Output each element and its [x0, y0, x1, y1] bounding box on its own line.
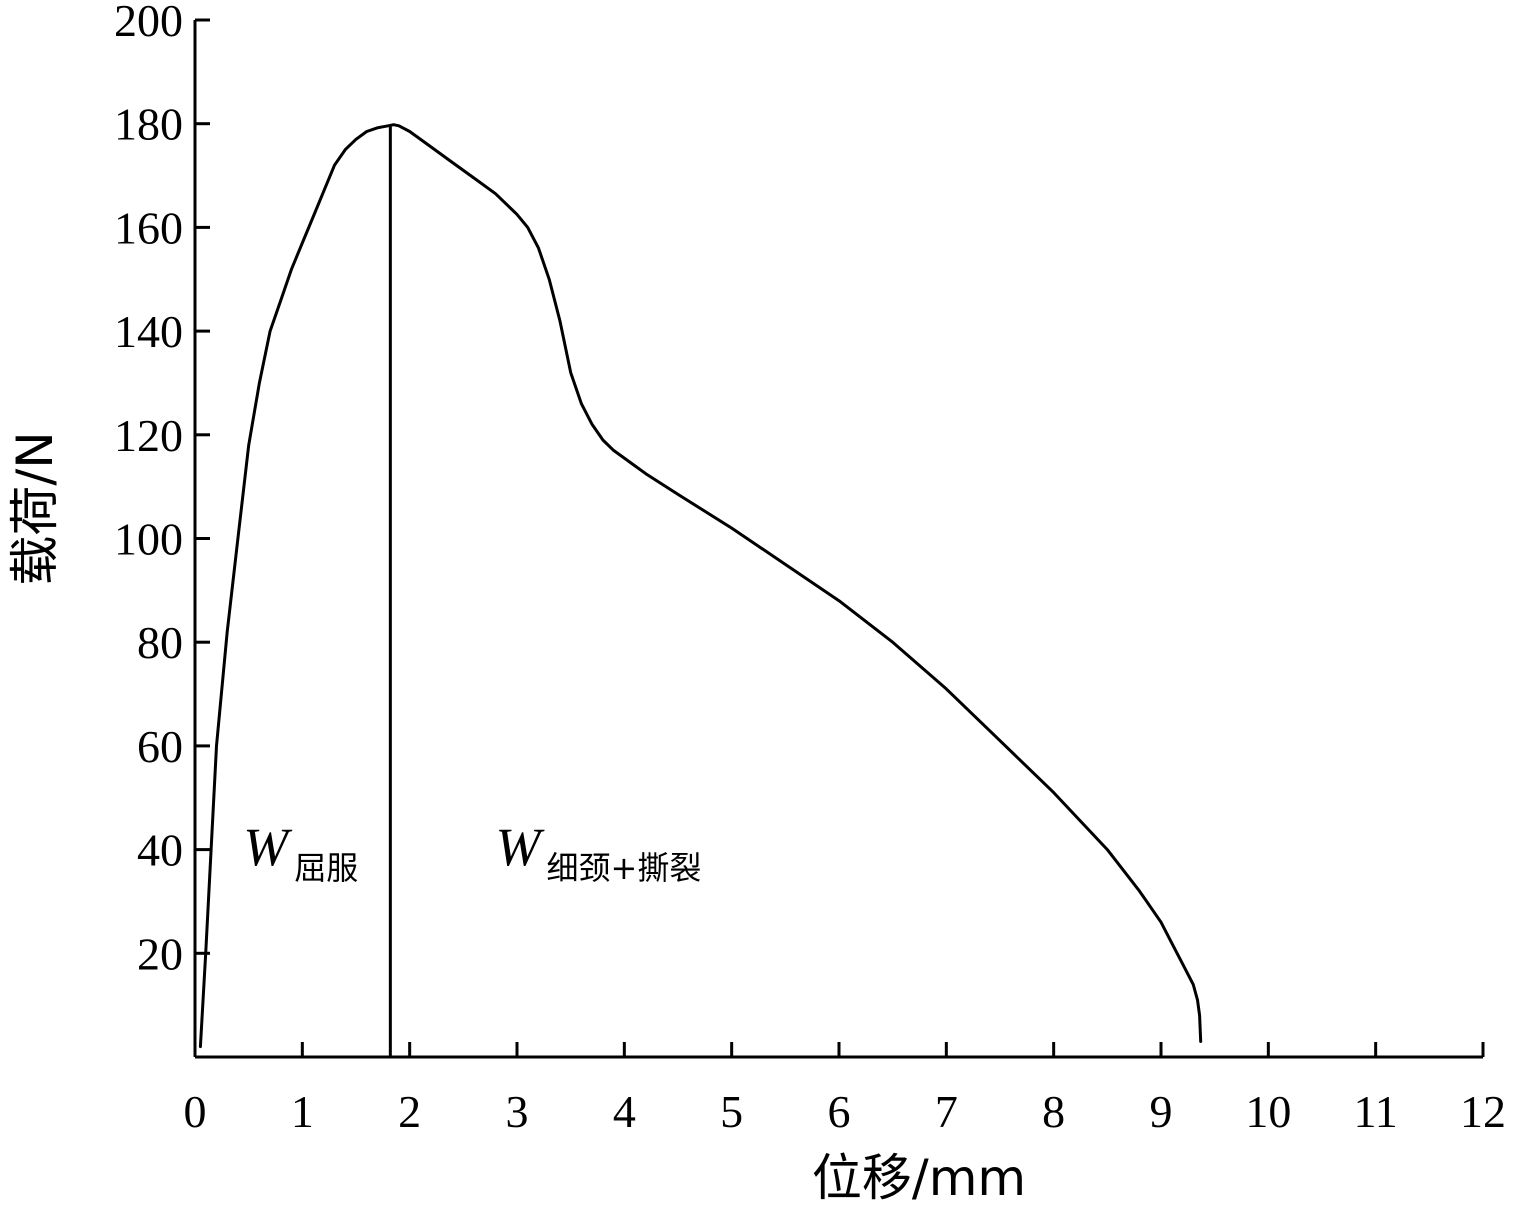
x-tick-label: 3 [506, 1086, 529, 1137]
y-tick-label: 140 [114, 306, 183, 357]
y-tick-label: 120 [114, 410, 183, 461]
x-tick-label: 9 [1150, 1086, 1173, 1137]
y-tick-label: 180 [114, 99, 183, 150]
y-tick-label: 100 [114, 514, 183, 565]
y-tick-label: 20 [137, 928, 183, 979]
load-curve [198, 123, 1203, 1049]
y-tick-label: 200 [114, 0, 183, 46]
x-tick-label: 2 [398, 1086, 421, 1137]
annotation-subscript: 屈服 [294, 849, 358, 887]
x-tick-label: 5 [720, 1086, 743, 1137]
annotation-subscript: 细颈+撕裂 [547, 849, 702, 887]
x-tick-label: 6 [828, 1086, 851, 1137]
y-tick-label: 160 [114, 202, 183, 253]
x-tick-label: 10 [1245, 1086, 1291, 1137]
region-annotation: W 细颈+撕裂 [496, 817, 702, 887]
x-tick-label: 8 [1042, 1086, 1065, 1137]
plot-area: 0 1 2 3 4 5 6 7 8 9 10 11 12204060801001201401601802… [114, 0, 1506, 1137]
x-axis-title: 位移/mm [812, 1149, 1026, 1206]
y-tick-label: 80 [137, 617, 183, 668]
y-tick-label: 60 [137, 721, 183, 772]
x-tick-label: 1 [291, 1086, 314, 1137]
annotation-main: W [496, 817, 546, 877]
y-axis-title: 载荷/N [6, 431, 64, 585]
x-tick-label: 12 [1460, 1086, 1506, 1137]
annotation-main: W [243, 817, 293, 877]
x-tick-label: 7 [935, 1086, 958, 1137]
x-tick-label: 0 [184, 1086, 207, 1137]
region-annotation: W 屈服 [243, 817, 358, 887]
x-tick-label: 11 [1354, 1086, 1398, 1137]
x-tick-label: 4 [613, 1086, 636, 1137]
y-tick-label: 40 [137, 825, 183, 876]
